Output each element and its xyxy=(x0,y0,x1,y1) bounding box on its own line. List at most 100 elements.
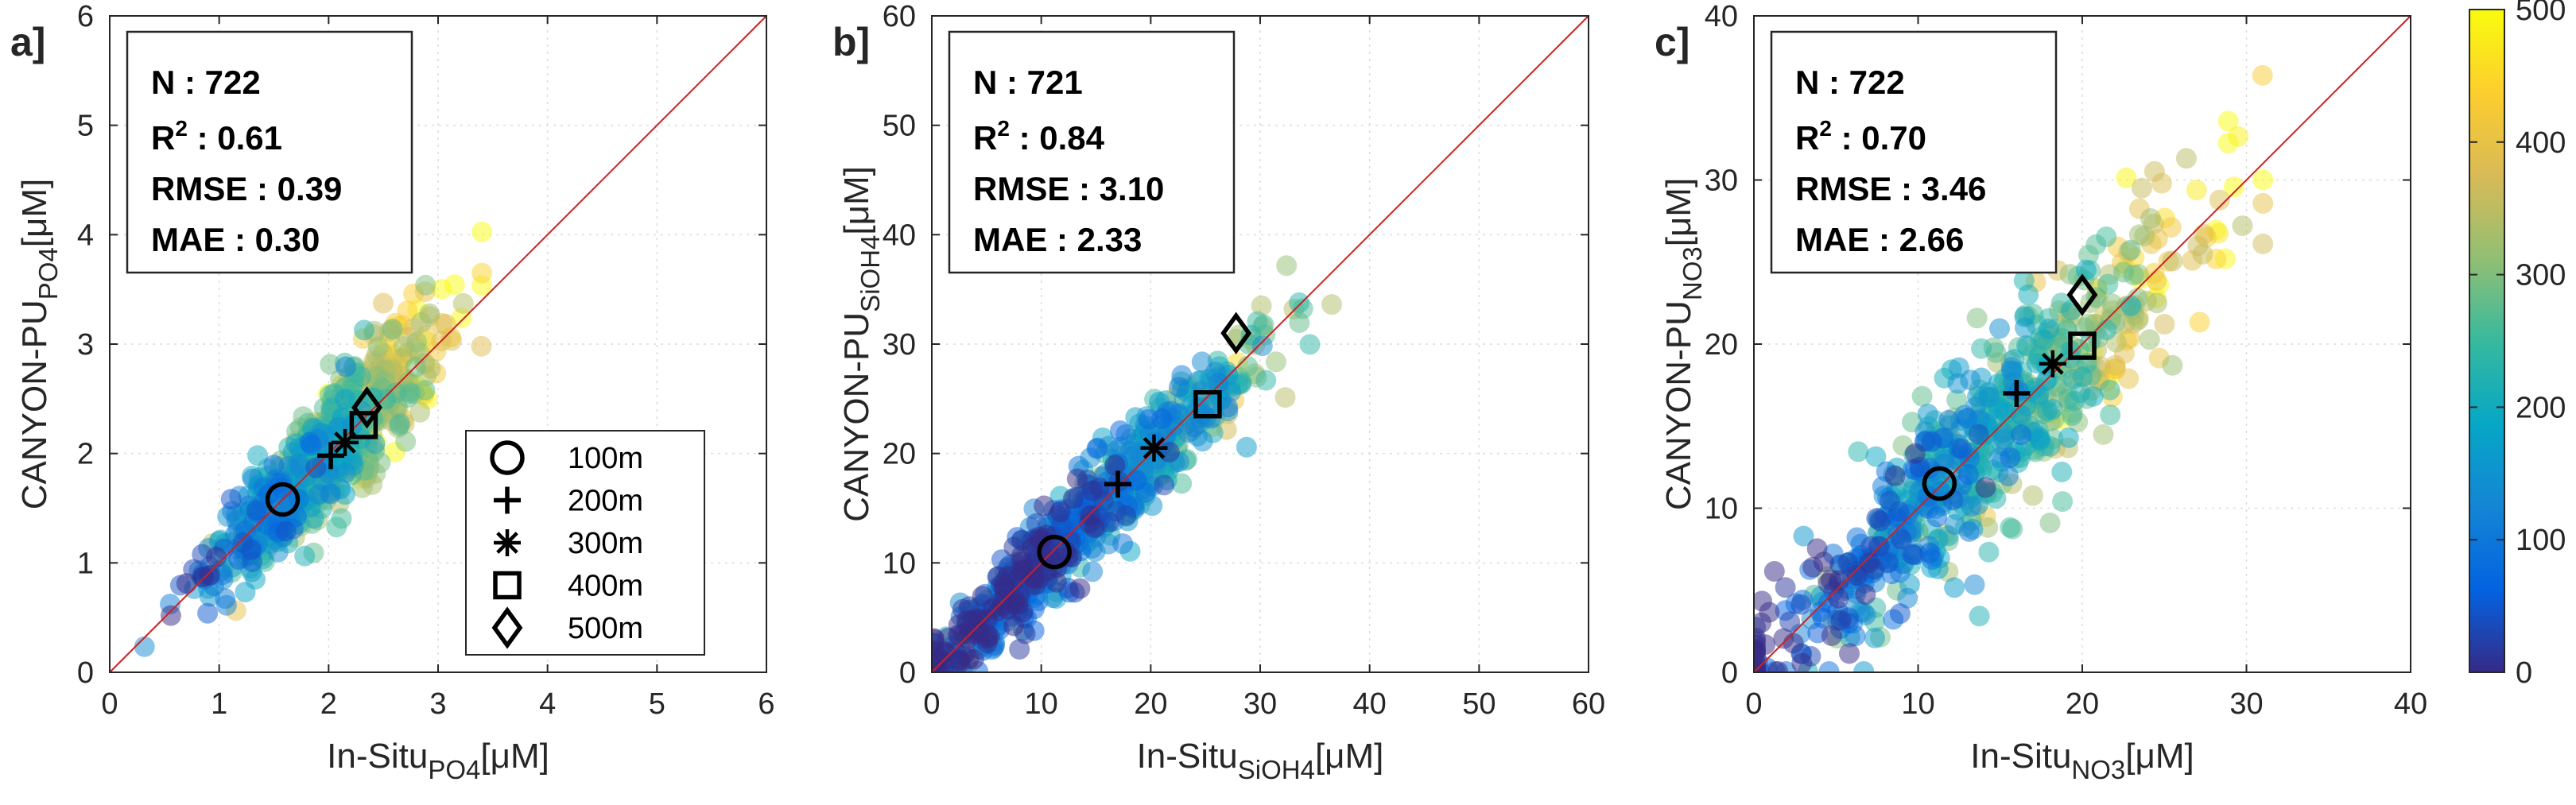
data-point xyxy=(2051,461,2073,482)
y-axis-label-unit: [μM] xyxy=(837,166,876,234)
data-point xyxy=(382,319,403,340)
data-point xyxy=(1082,561,1104,582)
y-axis-label-unit: [μM] xyxy=(15,179,54,247)
y-tick-label: 40 xyxy=(883,219,916,252)
data-point xyxy=(431,278,452,300)
data-point xyxy=(406,331,428,353)
stats-n: N : 722 xyxy=(1795,64,1905,101)
colorbar-tick-label: 400 xyxy=(2516,126,2566,160)
data-point xyxy=(2042,399,2063,420)
x-tick-label: 2 xyxy=(320,687,337,721)
data-point xyxy=(1158,441,1180,462)
data-point xyxy=(2154,314,2175,335)
stats-rmse: RMSE : 3.46 xyxy=(1795,170,1986,207)
data-point xyxy=(1265,351,1286,373)
x-axis-label-sub: PO4 xyxy=(428,755,480,784)
panel-label: a] xyxy=(10,20,45,64)
data-point xyxy=(994,580,1015,602)
data-point xyxy=(2039,513,2061,533)
data-point xyxy=(275,521,297,542)
x-tick-label: 3 xyxy=(429,687,446,721)
x-tick-label: 6 xyxy=(758,687,774,721)
stats-n: N : 722 xyxy=(151,64,261,101)
data-point xyxy=(354,319,374,341)
data-point xyxy=(1966,308,1988,329)
data-point xyxy=(1848,441,1869,462)
y-axis-label: CANYON-PUSiOH4[μM] xyxy=(837,166,885,522)
stats-r2-label: R xyxy=(973,119,997,157)
x-tick-label: 10 xyxy=(1025,687,1058,721)
depth-mean-200m xyxy=(1104,470,1132,498)
y-tick-label: 40 xyxy=(1705,0,1738,33)
data-point xyxy=(1084,517,1105,539)
data-point xyxy=(2146,270,2167,291)
data-point xyxy=(192,567,214,588)
data-point xyxy=(335,462,356,483)
x-axis-label: In-SituNO3[μM] xyxy=(1970,737,2194,784)
data-point xyxy=(1066,468,1088,490)
stats-r2-value: : 0.70 xyxy=(1832,119,1926,157)
data-point xyxy=(1023,568,1045,590)
data-point xyxy=(134,636,155,657)
stats-box xyxy=(1770,30,2058,274)
data-point xyxy=(336,356,356,377)
data-point xyxy=(1793,525,1814,547)
data-point xyxy=(2252,64,2273,86)
scatter-panel-3: 0 10 20 30 40010203040In-SituNO3[μM]CANYON-P… xyxy=(1655,0,2427,784)
depth-mean-400m xyxy=(2068,331,2097,360)
data-point xyxy=(1864,627,1885,648)
data-point xyxy=(1968,424,1989,445)
x-axis-label-unit: [μM] xyxy=(1315,737,1383,776)
y-tick-label: 0 xyxy=(1721,656,1738,690)
data-point xyxy=(350,366,371,387)
legend-label: 200m xyxy=(568,485,643,518)
y-axis-label: CANYON-PUPO4[μM] xyxy=(15,179,63,510)
depth-mean-200m xyxy=(317,442,345,470)
data-point xyxy=(1081,480,1103,501)
depth-mean-100m xyxy=(1922,466,1957,501)
data-point xyxy=(409,401,431,423)
data-point xyxy=(1754,612,1772,633)
colorbar-tick-label: 300 xyxy=(2516,259,2566,292)
data-point xyxy=(1889,603,1911,625)
data-point xyxy=(1754,645,1767,667)
data-point xyxy=(1783,633,1804,654)
one-to-one-line xyxy=(109,15,767,673)
data-point xyxy=(2120,295,2142,316)
data-point xyxy=(2139,329,2160,350)
legend-marker-300m xyxy=(494,529,521,556)
data-point xyxy=(206,546,227,567)
data-point xyxy=(2097,273,2119,295)
data-point xyxy=(1251,295,1272,316)
data-point xyxy=(305,457,327,478)
data-point xyxy=(390,412,411,434)
data-point xyxy=(1821,625,1842,646)
data-point xyxy=(949,652,971,672)
stats-rmse: RMSE : 3.10 xyxy=(973,170,1164,207)
x-tick-label: 1 xyxy=(211,687,227,721)
y-axis-label: CANYON-PUNO3[μM] xyxy=(1659,178,1707,510)
data-point xyxy=(263,455,285,476)
data-point xyxy=(1184,416,1205,438)
data-point xyxy=(1154,474,1175,496)
y-tick-label: 6 xyxy=(77,0,94,33)
x-tick-label: 60 xyxy=(1572,687,1605,721)
legend-label: 400m xyxy=(568,570,643,603)
y-axis-label-sub: NO3 xyxy=(1678,246,1707,300)
depth-mean-400m xyxy=(1193,389,1222,419)
data-point xyxy=(1779,611,1801,633)
data-point xyxy=(1855,584,1876,606)
data-point xyxy=(2116,167,2137,188)
data-point xyxy=(246,500,267,521)
x-tick-label: 5 xyxy=(649,687,665,721)
data-point xyxy=(2028,384,2050,405)
data-point xyxy=(1839,643,1860,664)
data-point xyxy=(991,595,1013,617)
depth-mean-100m xyxy=(1037,534,1072,570)
data-point xyxy=(320,483,341,505)
data-point xyxy=(2000,517,2021,538)
stats-box xyxy=(126,30,413,274)
stats-r2-label: R xyxy=(1795,119,1819,157)
data-point xyxy=(1897,587,1918,609)
data-point xyxy=(1062,488,1084,509)
